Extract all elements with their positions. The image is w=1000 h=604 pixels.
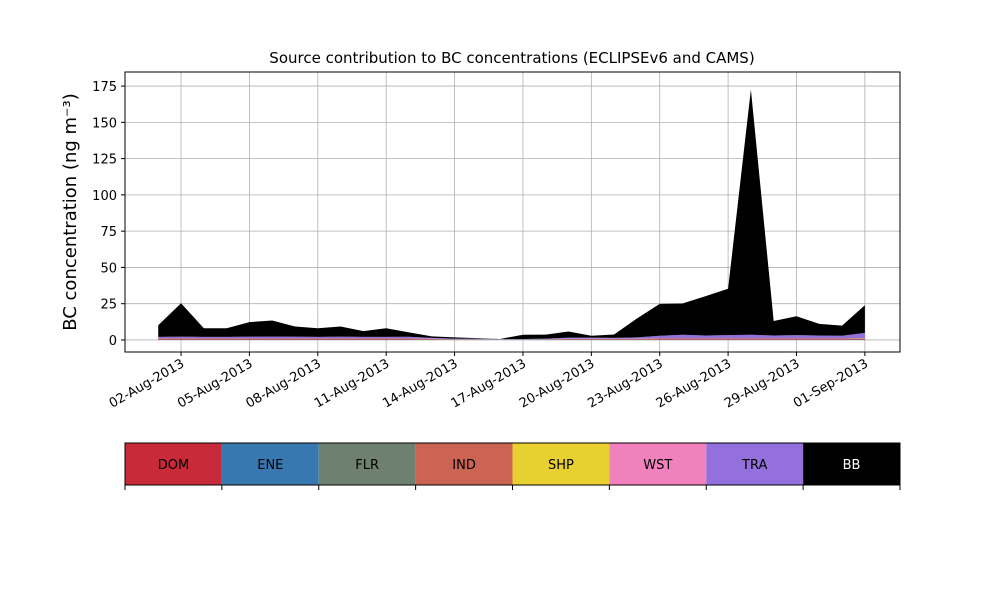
legend-swatch bbox=[221, 443, 319, 485]
x-tick-label: 20-Aug-2013 bbox=[517, 356, 597, 411]
legend-label: ENE bbox=[257, 458, 283, 473]
x-tick-label: 14-Aug-2013 bbox=[380, 356, 460, 411]
y-tick-label: 175 bbox=[92, 80, 117, 95]
x-tick-label: 29-Aug-2013 bbox=[722, 356, 802, 411]
y-tick-label: 150 bbox=[92, 116, 117, 131]
legend-label: IND bbox=[452, 458, 476, 473]
x-tick-label: 01-Sep-2013 bbox=[791, 356, 871, 411]
legend-swatch bbox=[415, 443, 513, 485]
area bbox=[158, 332, 865, 340]
x-tick-label: 26-Aug-2013 bbox=[654, 356, 734, 411]
y-tick-label: 125 bbox=[92, 153, 117, 168]
y-tick-label: 0 bbox=[109, 334, 117, 349]
legend-swatch bbox=[609, 443, 707, 485]
legend-swatch bbox=[125, 443, 222, 485]
legend-label: TRA bbox=[741, 458, 767, 473]
chart-title: Source contribution to BC concentrations… bbox=[269, 49, 754, 67]
area bbox=[158, 338, 865, 340]
legend-label: FLR bbox=[355, 458, 379, 473]
legend-label: BB bbox=[843, 458, 861, 473]
y-tick-label: 100 bbox=[92, 189, 117, 204]
legend-swatch bbox=[803, 443, 900, 485]
legend-swatch bbox=[318, 443, 416, 485]
x-tick-label: 08-Aug-2013 bbox=[243, 356, 323, 411]
area bbox=[158, 89, 865, 339]
x-tick-label: 17-Aug-2013 bbox=[449, 356, 529, 411]
legend-swatch bbox=[706, 443, 804, 485]
legend-label: SHP bbox=[548, 458, 574, 473]
legend-label: WST bbox=[643, 458, 672, 473]
x-tick-label: 02-Aug-2013 bbox=[107, 356, 187, 411]
y-tick-label: 50 bbox=[100, 261, 117, 276]
x-tick-label: 23-Aug-2013 bbox=[585, 356, 665, 411]
legend-label: DOM bbox=[158, 458, 189, 473]
y-tick-label: 25 bbox=[100, 298, 117, 313]
x-tick-label: 05-Aug-2013 bbox=[175, 356, 255, 411]
plot-frame bbox=[124, 71, 901, 353]
y-tick-label: 75 bbox=[100, 225, 117, 240]
area bbox=[158, 338, 865, 340]
legend-swatch bbox=[512, 443, 610, 485]
y-axis-label: BC concentration (ng m⁻³) bbox=[60, 93, 81, 331]
x-tick-label: 11-Aug-2013 bbox=[312, 356, 392, 411]
area bbox=[158, 338, 865, 340]
